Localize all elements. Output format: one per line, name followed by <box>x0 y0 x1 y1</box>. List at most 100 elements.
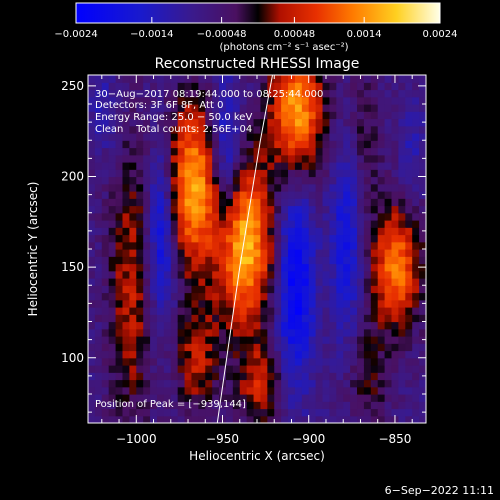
heatmap-cell <box>101 191 110 199</box>
heatmap-cell <box>267 227 275 236</box>
heatmap-cell <box>212 336 220 344</box>
heatmap-cell <box>274 118 282 127</box>
heatmap-cell <box>177 212 186 221</box>
heatmap-cell <box>294 162 303 170</box>
heatmap-cell <box>150 212 158 221</box>
heatmap-cell <box>357 205 365 214</box>
heatmap-cell <box>239 118 248 127</box>
heatmap-cell <box>219 321 227 330</box>
heatmap-cell <box>329 365 337 373</box>
heatmap-cell <box>136 321 144 330</box>
heatmap-cell <box>329 220 337 228</box>
heatmap-cell <box>363 372 372 381</box>
heatmap-cell <box>219 350 227 359</box>
heatmap-cell <box>198 249 206 257</box>
heatmap-cell <box>398 147 406 156</box>
heatmap-cell <box>246 379 255 388</box>
heatmap-cell <box>115 220 124 228</box>
heatmap-cell <box>308 321 317 330</box>
heatmap-cell <box>246 212 255 221</box>
heatmap-cell <box>177 328 186 337</box>
heatmap-cell <box>315 249 324 257</box>
heatmap-cell <box>94 82 103 91</box>
heatmap-cell <box>363 256 372 265</box>
heatmap-cell <box>184 336 193 344</box>
heatmap-cell <box>267 133 275 141</box>
heatmap-cell <box>308 307 317 315</box>
heatmap-cell <box>108 82 117 91</box>
heatmap-cell <box>260 365 268 373</box>
heatmap-cell <box>315 75 324 83</box>
heatmap-cell <box>101 379 110 388</box>
heatmap-cell <box>370 270 379 279</box>
heatmap-cell <box>136 350 144 359</box>
heatmap-cell <box>336 292 344 301</box>
heatmap-cell <box>405 227 413 236</box>
heatmap-cell <box>122 263 130 272</box>
heatmap-cell <box>377 343 386 352</box>
heatmap-cell <box>336 394 344 402</box>
heatmap-cell <box>156 125 165 134</box>
heatmap-cell <box>384 133 393 141</box>
heatmap-cell <box>322 241 331 250</box>
heatmap-cell <box>329 263 337 272</box>
heatmap-cell <box>198 82 206 91</box>
heatmap-cell <box>398 220 406 228</box>
heatmap-cell <box>88 307 96 315</box>
heatmap-cell <box>184 285 193 294</box>
heatmap-cell <box>384 343 393 352</box>
heatmap-cell <box>115 285 124 294</box>
heatmap-cell <box>391 147 400 156</box>
heatmap-cell <box>136 96 144 105</box>
heatmap-cell <box>225 162 234 170</box>
heatmap-cell <box>294 241 303 250</box>
heatmap-cell <box>177 249 186 257</box>
heatmap-cell <box>377 104 386 112</box>
heatmap-cell <box>88 314 96 323</box>
heatmap-cell <box>122 212 130 221</box>
heatmap-cell <box>398 191 406 199</box>
heatmap-cell <box>419 111 426 120</box>
heatmap-cell <box>122 111 130 120</box>
heatmap-cell <box>212 111 220 120</box>
heatmap-cell <box>212 328 220 337</box>
heatmap-cell <box>391 162 400 170</box>
heatmap-cell <box>308 96 317 105</box>
heatmap-cell <box>246 125 255 134</box>
heatmap-cell <box>308 270 317 279</box>
heatmap-cell <box>281 357 289 366</box>
heatmap-cell <box>212 133 220 141</box>
heatmap-cell <box>136 299 144 308</box>
heatmap-cell <box>177 263 186 272</box>
heatmap-cell <box>184 89 193 98</box>
heatmap-cell <box>336 415 344 423</box>
heatmap-cell <box>398 263 406 272</box>
heatmap-cell <box>281 270 289 279</box>
heatmap-cell <box>198 263 206 272</box>
heatmap-cell <box>122 125 130 134</box>
heatmap-cell <box>219 343 227 352</box>
heatmap-cell <box>191 336 199 344</box>
heatmap-cell <box>163 234 172 243</box>
heatmap-cell <box>150 365 158 373</box>
heatmap-cell <box>212 140 220 149</box>
heatmap-cell <box>288 307 296 315</box>
heatmap-cell <box>143 118 151 127</box>
heatmap-cell <box>391 379 400 388</box>
heatmap-cell <box>239 205 248 214</box>
heatmap-cell <box>260 285 268 294</box>
x-tick-label: −950 <box>206 432 239 446</box>
heatmap-cell <box>322 263 331 272</box>
heatmap-cell <box>288 263 296 272</box>
heatmap-cell <box>363 357 372 366</box>
heatmap-cell <box>156 162 165 170</box>
heatmap-cell <box>336 321 344 330</box>
heatmap-cell <box>205 350 213 359</box>
heatmap-cell <box>405 212 413 221</box>
heatmap-cell <box>212 386 220 395</box>
heatmap-cell <box>156 111 165 120</box>
heatmap-cell <box>246 321 255 330</box>
heatmap-cell <box>191 118 199 127</box>
heatmap-cell <box>122 191 130 199</box>
heatmap-cell <box>219 256 227 265</box>
